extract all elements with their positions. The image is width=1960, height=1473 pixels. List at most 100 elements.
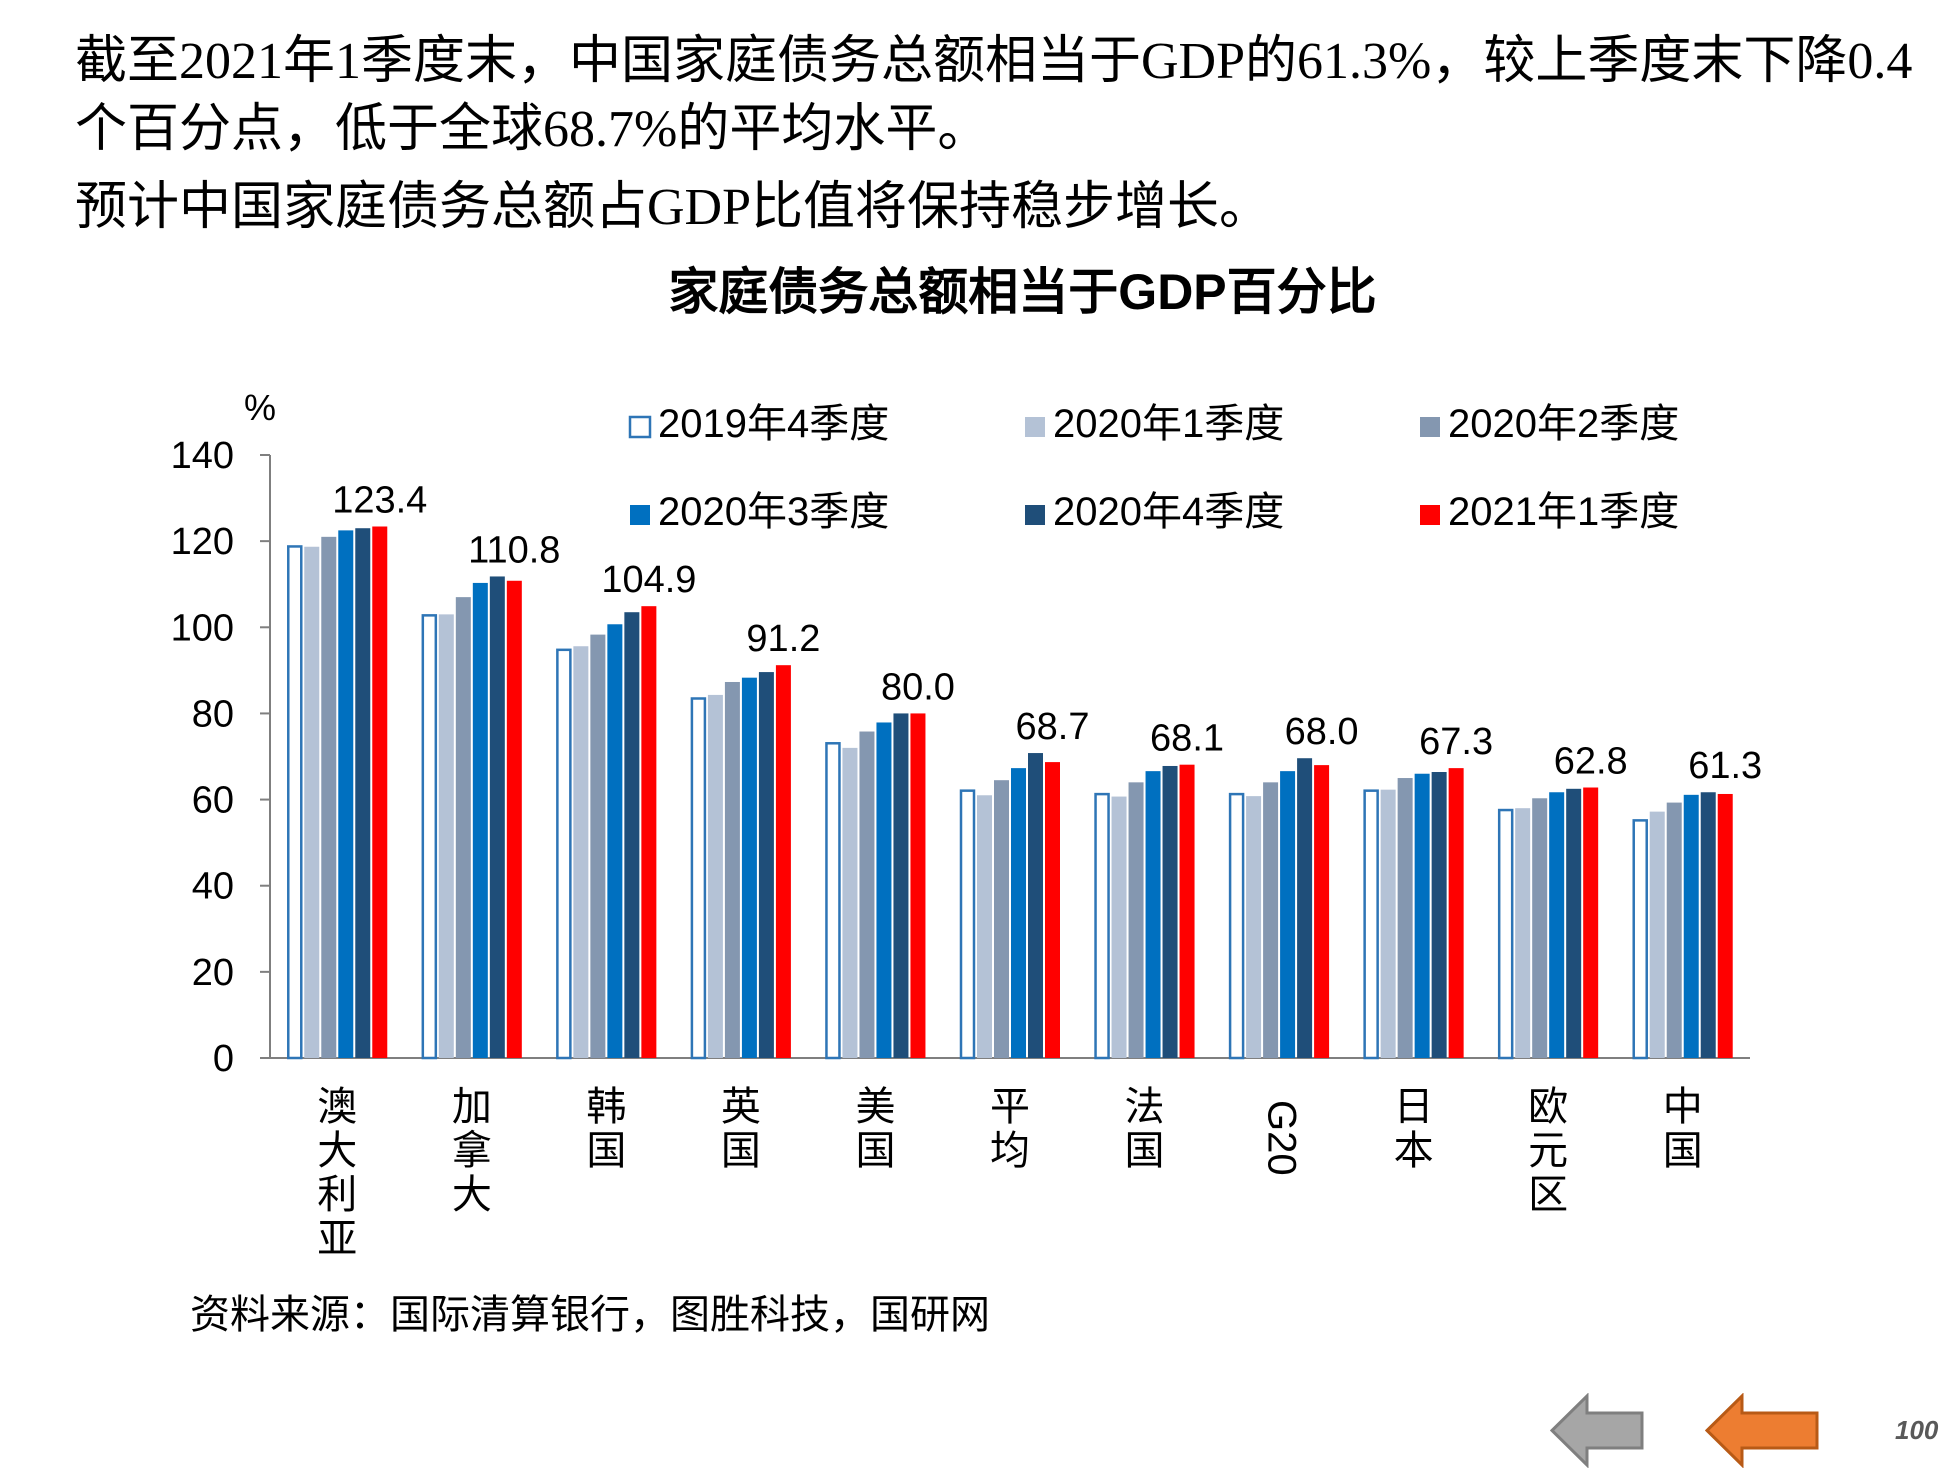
bar [1632, 819, 1648, 1060]
bar [842, 747, 858, 1058]
bar [893, 713, 909, 1058]
bar [489, 576, 505, 1058]
back-arrow-shape [1549, 1392, 1644, 1469]
x-tick-label: 美国 [855, 1084, 895, 1174]
x-tick-label: 韩国 [586, 1084, 626, 1174]
left-arrow-icon [1549, 1392, 1644, 1469]
intro-paragraph-2: 预计中国家庭债务总额占GDP比值将保持稳步增长。 [75, 179, 1272, 236]
bar [438, 614, 454, 1058]
bar [1683, 794, 1699, 1058]
data-label: 80.0 [881, 666, 955, 708]
data-label: 123.4 [332, 479, 427, 521]
x-tick-label: G20 [1260, 1100, 1304, 1176]
y-tick-label: 140 [171, 435, 234, 477]
bar [355, 528, 371, 1058]
bar [1045, 762, 1060, 1058]
bar [472, 582, 488, 1058]
intro-text: 截至2021年1季度末，中国家庭债务总额相当于GDP的61.3%，较上季度末下降… [75, 28, 1915, 242]
bar [1280, 771, 1296, 1058]
bar [724, 681, 740, 1058]
x-tick-label: 澳大利亚 [317, 1084, 357, 1262]
chart-title: 家庭债务总额相当于GDP百分比 [668, 264, 1377, 320]
bar [1380, 789, 1396, 1058]
back-button[interactable] [1549, 1392, 1645, 1473]
bar [641, 606, 657, 1058]
legend-swatch [1420, 505, 1440, 525]
y-tick-label: 80 [192, 693, 234, 735]
bar [1448, 768, 1464, 1058]
bar [1363, 789, 1379, 1060]
y-tick-label: 0 [213, 1038, 234, 1080]
bar [1666, 802, 1682, 1058]
bar [573, 646, 589, 1058]
bar [421, 614, 438, 1060]
legend-label: 2021年1季度 [1448, 490, 1679, 534]
legend-swatch [1025, 505, 1045, 525]
bar [1414, 773, 1430, 1058]
data-label: 110.8 [468, 529, 560, 571]
bar [1128, 782, 1144, 1058]
x-tick-label: 法国 [1125, 1084, 1165, 1174]
legend-label: 2020年4季度 [1053, 490, 1284, 534]
bar [758, 672, 774, 1058]
bar [338, 530, 354, 1058]
legend-swatch [630, 505, 650, 525]
bar [1094, 792, 1110, 1060]
legend-label: 2020年1季度 [1053, 402, 1284, 446]
orange-arrow-shape [1704, 1392, 1819, 1469]
bar [994, 780, 1009, 1058]
data-label: 91.2 [746, 618, 820, 660]
x-tick-label: 英国 [721, 1084, 761, 1174]
y-tick-label: 20 [192, 952, 234, 994]
bar [825, 742, 841, 1060]
data-label: 61.3 [1688, 745, 1762, 787]
y-axis-label: % [244, 387, 276, 428]
source-note: 资料来源：国际清算银行，图胜科技，国研网 [190, 1292, 990, 1337]
bar [876, 722, 892, 1058]
legend-swatch [1420, 417, 1440, 437]
bar [321, 536, 337, 1058]
x-tick-label: 加拿大 [452, 1084, 492, 1218]
legend-label: 2020年2季度 [1448, 402, 1679, 446]
bar [1397, 778, 1413, 1058]
bar [1649, 811, 1665, 1058]
x-tick-label: 平均 [990, 1084, 1030, 1174]
bar [959, 789, 976, 1060]
bar [1532, 798, 1548, 1058]
bar [910, 713, 926, 1058]
bar [1246, 796, 1262, 1058]
bar [1145, 771, 1161, 1058]
bar [1497, 808, 1514, 1060]
bar [1515, 808, 1531, 1058]
data-label: 104.9 [601, 559, 696, 601]
y-tick-label: 40 [192, 866, 234, 908]
data-label: 68.1 [1150, 718, 1224, 760]
bar [1566, 788, 1582, 1058]
bar [1431, 772, 1447, 1058]
bar [304, 546, 320, 1058]
bar [556, 648, 572, 1060]
bar [1314, 765, 1330, 1058]
y-tick-label: 100 [171, 607, 234, 649]
bar [1028, 753, 1043, 1058]
bar [1162, 765, 1178, 1058]
bar [372, 526, 388, 1058]
legend-swatch [1025, 417, 1045, 437]
bar [707, 694, 723, 1058]
previous-section-button[interactable] [1704, 1392, 1820, 1473]
y-tick-label: 60 [192, 780, 234, 822]
bar [1700, 792, 1716, 1058]
bar [775, 665, 791, 1058]
bar [1583, 787, 1599, 1058]
bar [741, 677, 757, 1058]
bar [1297, 758, 1313, 1058]
data-label: 68.0 [1285, 711, 1359, 753]
x-tick-label: 日本 [1394, 1084, 1434, 1174]
y-tick-label: 120 [171, 521, 234, 563]
intro-paragraph-1: 截至2021年1季度末，中国家庭债务总额相当于GDP的61.3%，较上季度末下降… [75, 33, 1913, 158]
data-label: 62.8 [1554, 741, 1628, 783]
page-number: 100 [1895, 1415, 1939, 1445]
left-arrow-icon [1704, 1392, 1819, 1469]
bar [1179, 764, 1195, 1058]
legend-label: 2019年4季度 [658, 402, 889, 446]
